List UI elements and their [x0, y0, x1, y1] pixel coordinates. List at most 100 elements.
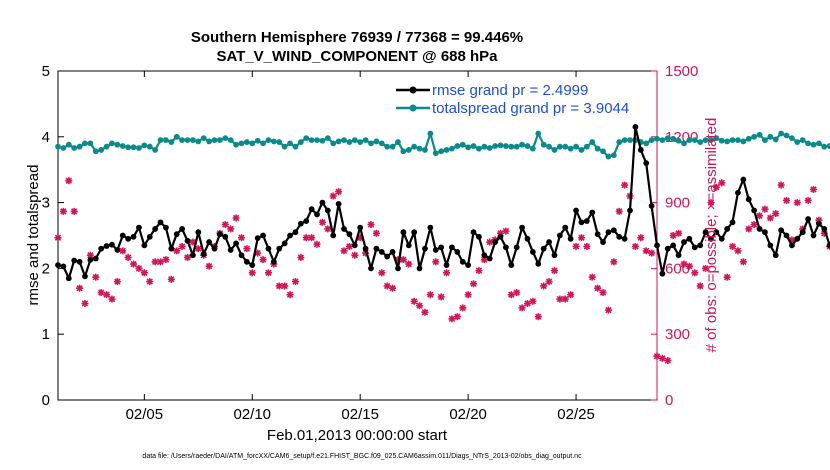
totalspread-point [783, 132, 790, 139]
totalspread-point [357, 139, 364, 145]
totalspread-point [562, 143, 569, 150]
obs-count-point [146, 278, 154, 286]
rmse-point [438, 244, 445, 251]
totalspread-point [206, 138, 212, 145]
totalspread-point [605, 153, 612, 160]
totalspread-point [92, 148, 99, 155]
rmse-point [686, 235, 693, 242]
rmse-point [567, 235, 574, 242]
obs-count-point [351, 251, 359, 259]
rmse-point [357, 224, 364, 231]
rmse-point [206, 239, 212, 245]
rmse-point [405, 242, 412, 249]
obs-count-point [448, 315, 456, 323]
obs-count-point [76, 284, 84, 292]
rmse-point [368, 265, 374, 272]
totalspread-point [103, 143, 110, 150]
rmse-point [589, 209, 596, 216]
rmse-point [805, 216, 811, 222]
obs-count-point [324, 225, 332, 233]
totalspread-point [735, 137, 741, 143]
rmse-point [503, 244, 509, 251]
totalspread-point [216, 137, 223, 143]
y-right-tick-label: 300 [665, 326, 690, 343]
obs-count-point [113, 278, 121, 286]
chart-title-line2: SAT_V_WIND_COMPONENT @ 688 hPa [216, 48, 498, 65]
rmse-point [254, 235, 261, 242]
totalspread-point [184, 137, 191, 143]
rmse-point [627, 207, 633, 214]
rmse-point [632, 124, 639, 130]
obs-count-point [97, 289, 105, 297]
obs-count-point [561, 295, 569, 303]
obs-count-point [567, 291, 575, 299]
obs-count-point [162, 256, 170, 264]
totalspread-point [492, 143, 499, 149]
totalspread-point [465, 144, 472, 151]
rmse-point [303, 218, 310, 224]
x-tick-label: 02/25 [557, 406, 595, 423]
rmse-point [427, 224, 434, 231]
obs-count-point [378, 269, 386, 277]
rmse-point [400, 229, 407, 236]
rmse-point [163, 224, 169, 231]
rmse-point [233, 240, 239, 247]
obs-count-point [691, 269, 699, 277]
obs-count-point [507, 291, 515, 299]
totalspread-point [718, 137, 725, 144]
obs-count-point [658, 354, 666, 362]
totalspread-point [368, 140, 374, 147]
rmse-point [179, 226, 186, 232]
rmse-point [476, 233, 482, 240]
totalspread-point [551, 147, 558, 153]
obs-count-point [540, 282, 548, 290]
obs-count-point [453, 313, 461, 321]
obs-count-point [529, 297, 537, 305]
rmse-point [799, 229, 806, 236]
legend-rmse-marker [409, 86, 417, 94]
obs-count-point [545, 278, 553, 286]
totalspread-point [826, 143, 830, 149]
obs-count-point [610, 258, 618, 266]
totalspread-point [643, 140, 650, 147]
totalspread-point [686, 137, 693, 143]
obs-count-point [426, 291, 434, 299]
obs-count-point [675, 229, 683, 237]
rmse-point [184, 237, 191, 244]
totalspread-point [578, 147, 585, 153]
totalspread-point [438, 148, 445, 155]
obs-count-point [707, 199, 715, 207]
totalspread-point [249, 140, 256, 147]
rmse-point [146, 233, 153, 240]
totalspread-point [627, 137, 633, 143]
obs-count-point [766, 214, 774, 222]
obs-count-point [399, 256, 407, 264]
obs-count-point [642, 247, 650, 255]
rmse-point [540, 245, 547, 252]
obs-count-point [421, 308, 429, 316]
rmse-series [55, 124, 830, 282]
rmse-point [130, 233, 137, 240]
totalspread-point [810, 141, 817, 148]
rmse-point [637, 147, 644, 153]
totalspread-point [378, 140, 385, 147]
obs-count-point [739, 258, 747, 266]
rmse-point [810, 232, 817, 239]
chart-title-line1: Southern Hemisphere 76939 / 77368 = 99.4… [191, 29, 523, 46]
y-left-tick-label: 0 [42, 392, 50, 409]
totalspread-point [119, 143, 126, 149]
obs-count-series [54, 177, 830, 365]
totalspread-point [567, 145, 574, 152]
rmse-point [362, 245, 369, 252]
totalspread-point [756, 131, 763, 138]
obs-count-point [308, 234, 316, 242]
obs-count-point [702, 264, 710, 272]
obs-count-point [119, 247, 127, 255]
totalspread-point [222, 135, 229, 142]
rmse-point [341, 226, 347, 232]
obs-count-point [729, 242, 737, 250]
rmse-point [346, 231, 353, 238]
totalspread-point [583, 143, 590, 150]
rmse-point [573, 207, 579, 214]
totalspread-point [55, 143, 61, 150]
